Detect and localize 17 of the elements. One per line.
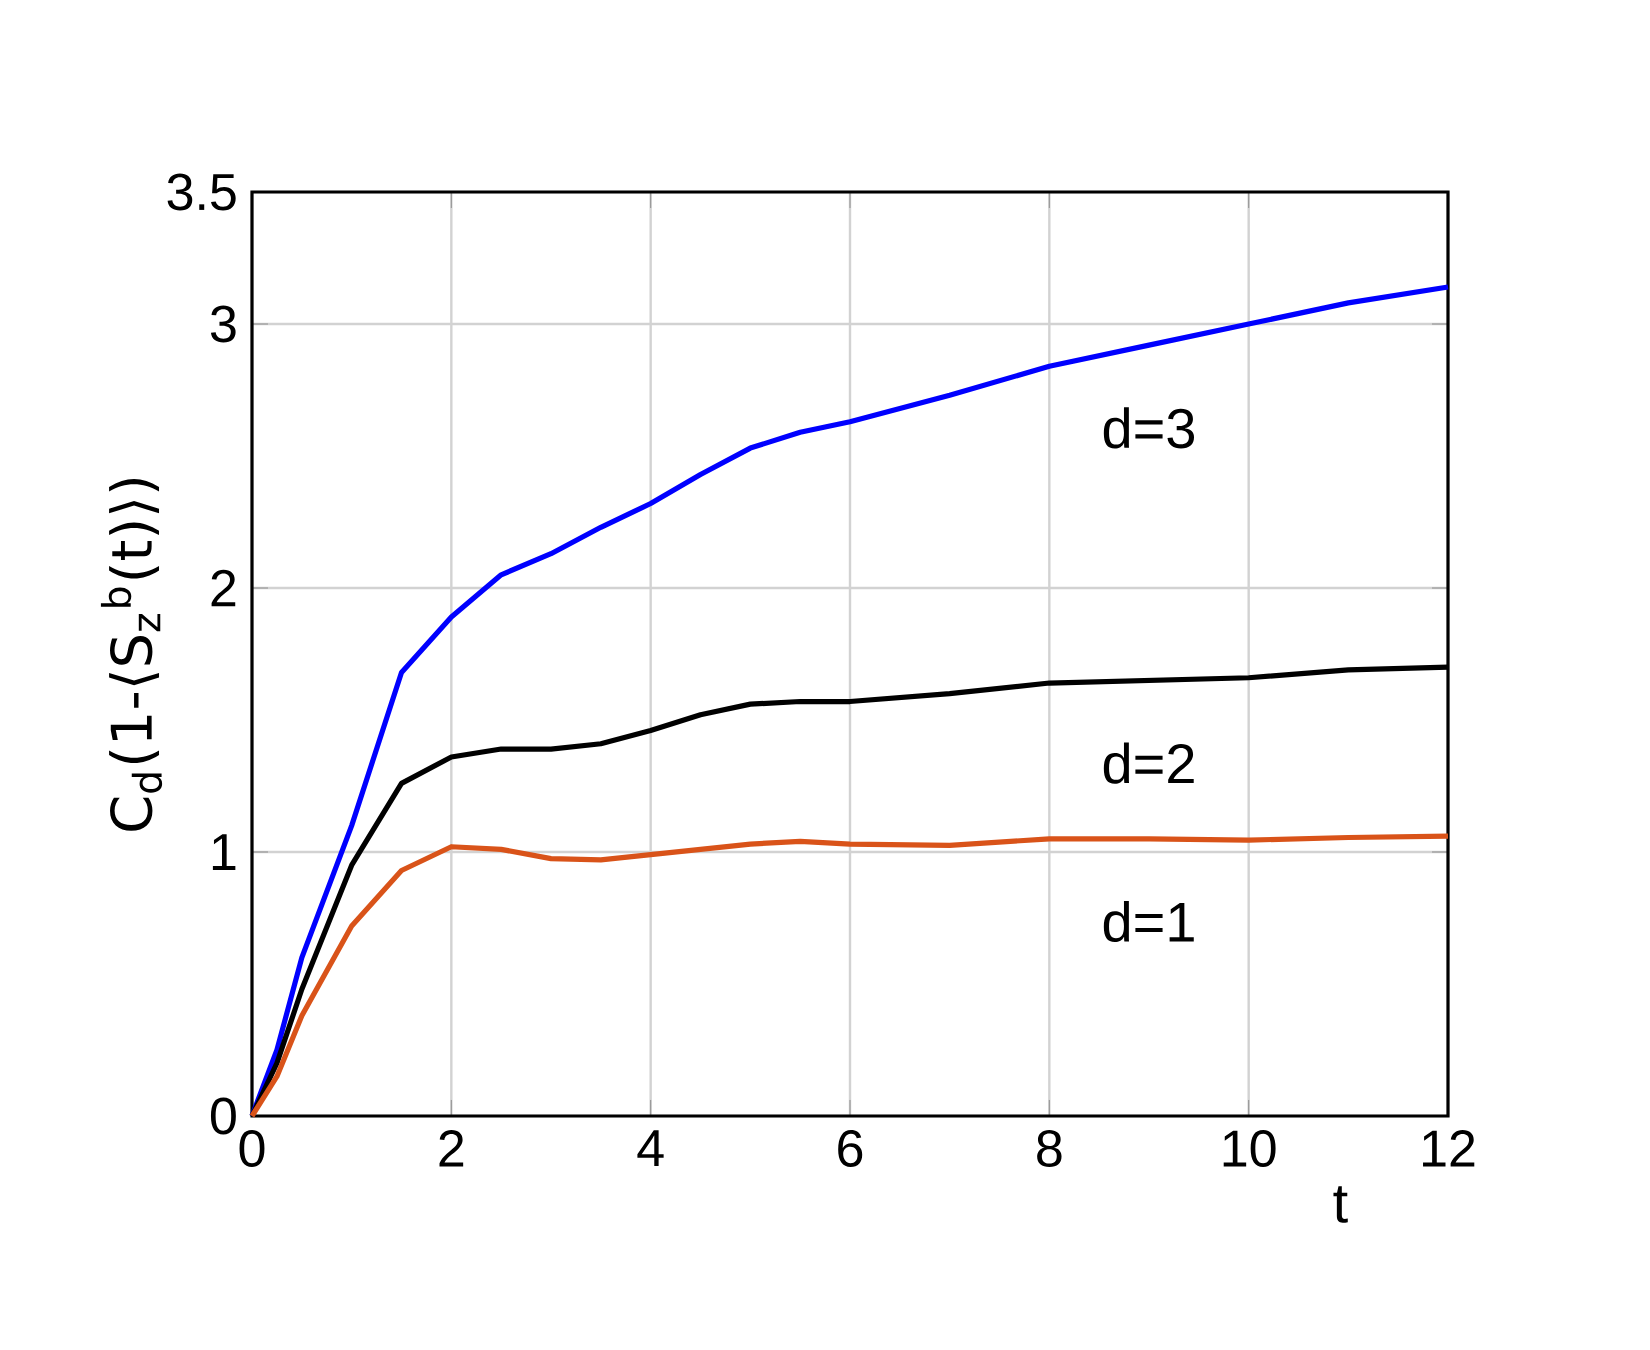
y-tick-label: 1 xyxy=(212,834,236,870)
series-label: d=1 xyxy=(1103,900,1194,943)
y-tick-label: 0 xyxy=(210,1097,236,1135)
x-tick-label: 4 xyxy=(637,1130,664,1166)
x-tick-label: 6 xyxy=(838,1130,863,1167)
x-axis-title: t xyxy=(1333,1186,1348,1223)
y-tick-label: 3.5 xyxy=(167,173,236,211)
series-label: d=3 xyxy=(1103,407,1195,449)
x-tick-label: 10 xyxy=(1223,1130,1276,1167)
y-tick-label: 3 xyxy=(210,305,236,343)
series-label: d=2 xyxy=(1103,742,1194,784)
x-tick-label: 8 xyxy=(1037,1130,1062,1167)
y-tick-label: 2 xyxy=(211,569,236,607)
x-tick-label: 12 xyxy=(1423,1130,1475,1167)
y-axis-title: C$_{d}$(1-⟨S$_{z}$$^{b}$(t)⟩) xyxy=(100,478,163,831)
x-tick-label: 2 xyxy=(439,1130,464,1167)
x-tick-label: 0 xyxy=(239,1130,265,1167)
